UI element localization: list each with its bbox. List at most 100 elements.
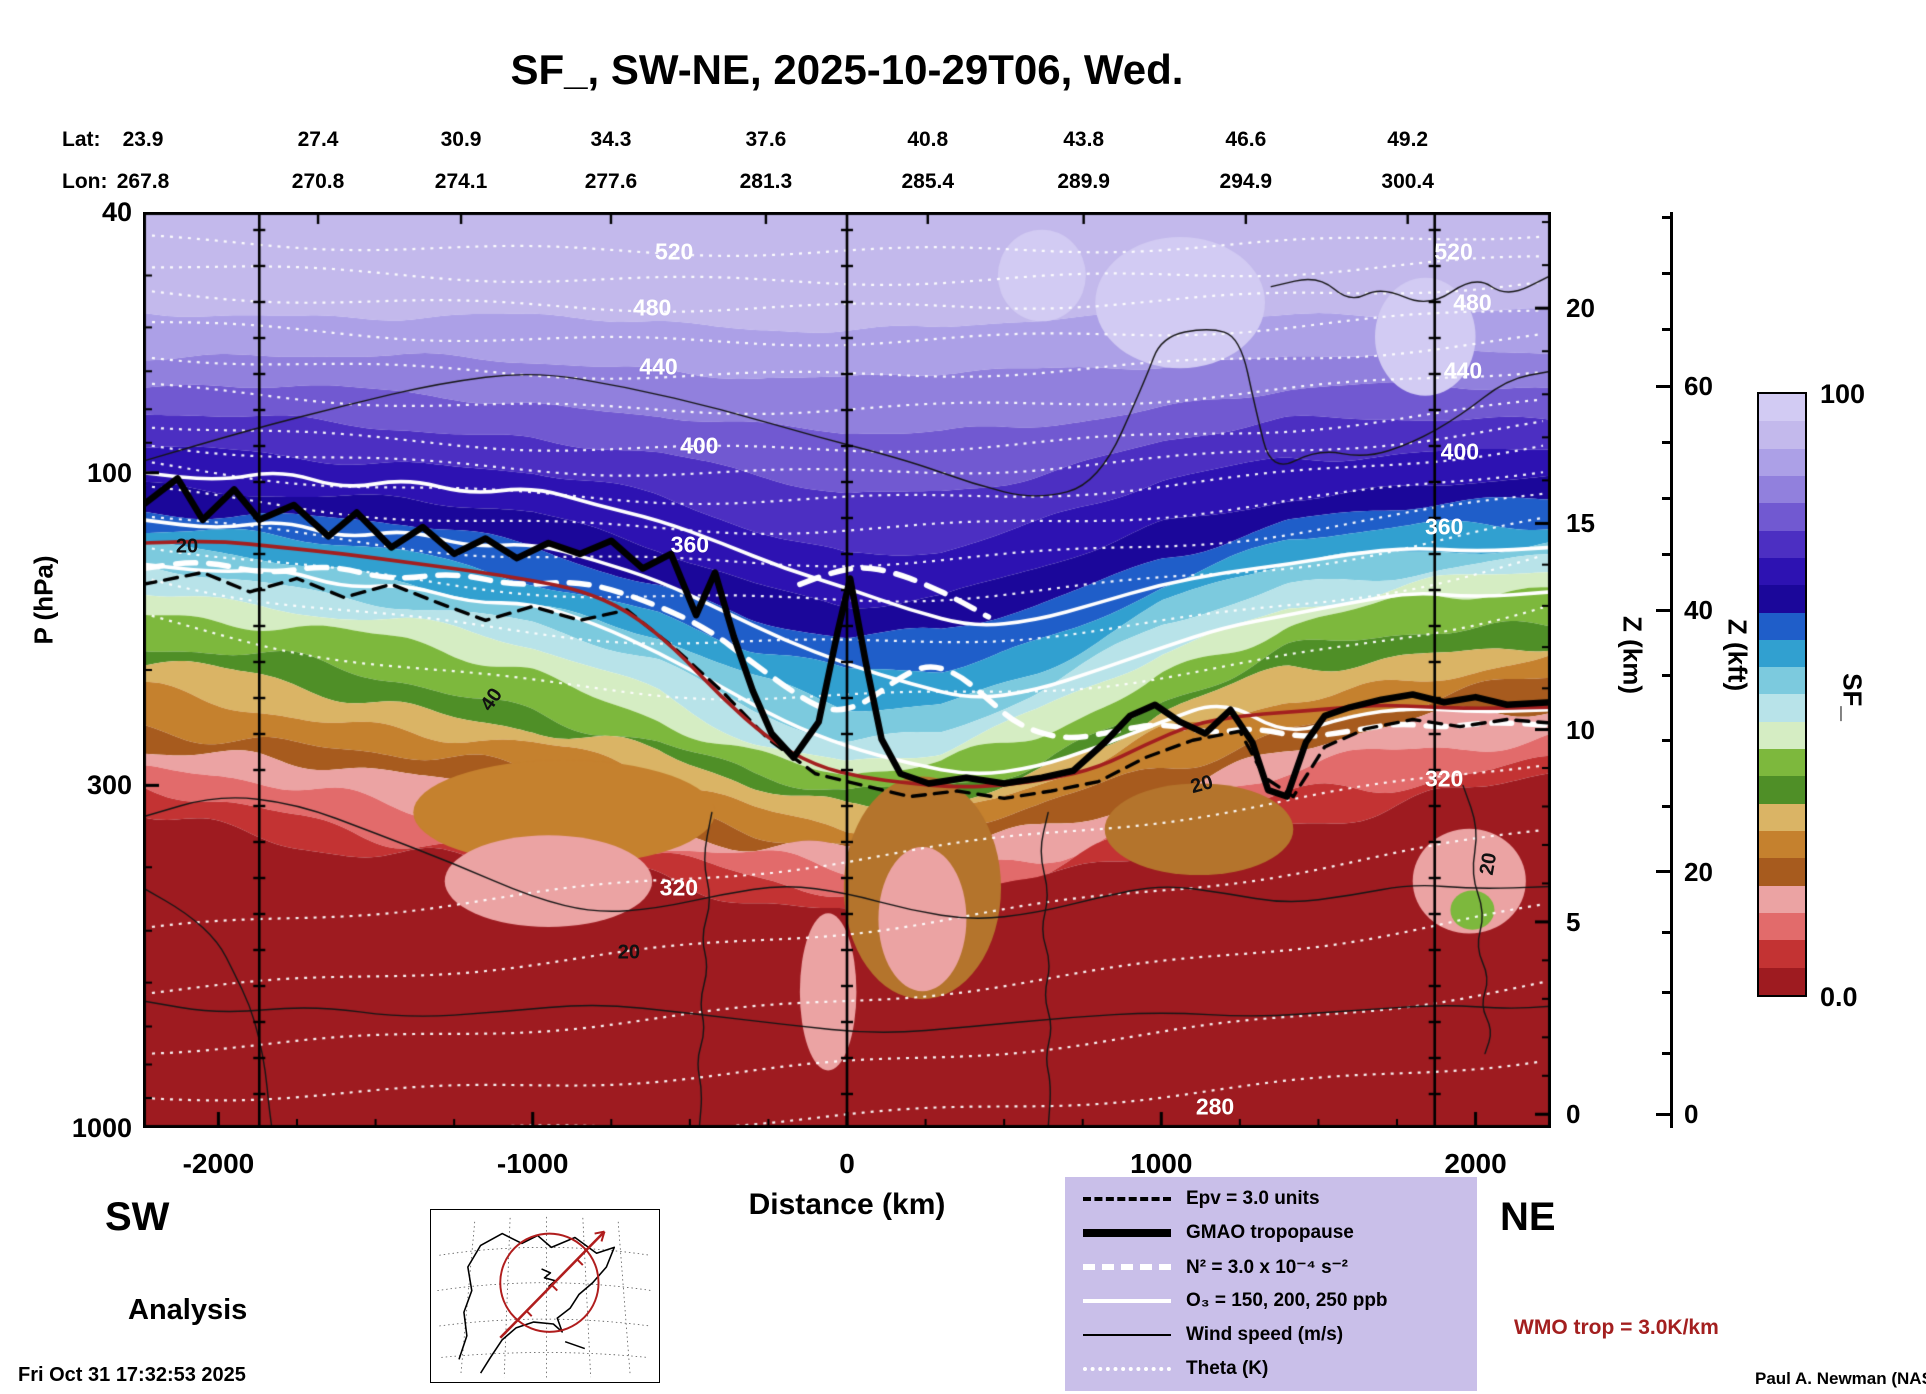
colorbar <box>1757 392 1807 997</box>
z-kft-tick <box>1662 552 1670 556</box>
lat-value: 23.9 <box>122 128 164 151</box>
colorbar-segment <box>1759 612 1805 640</box>
altitude-km-tick-label: 10 <box>1566 714 1595 745</box>
lat-value: 30.9 <box>440 128 482 151</box>
colorbar-segment <box>1759 530 1805 558</box>
altitude-km-tick-label: 5 <box>1566 906 1581 937</box>
z-kft-tick <box>1662 930 1670 934</box>
map-coastline <box>458 1232 616 1374</box>
z-kft-tick <box>1662 216 1670 220</box>
lon-value: 300.4 <box>1381 170 1434 193</box>
legend-item-label: Wind speed (m/s) <box>1186 1324 1344 1345</box>
altitude-kft-tick-label: 40 <box>1684 595 1713 626</box>
wind-contour-label: 20 <box>1475 850 1502 877</box>
z-kft-tick <box>1662 328 1670 332</box>
creation-timestamp: Fri Oct 31 17:32:53 2025 <box>18 1364 246 1386</box>
lat-value: 40.8 <box>907 128 949 151</box>
pressure-tick-label: 40 <box>101 197 132 227</box>
lat-value: 34.3 <box>590 128 632 151</box>
z-kft-tick <box>1662 1052 1670 1056</box>
colorbar-segment <box>1759 749 1805 777</box>
z-kft-tick <box>1662 272 1670 276</box>
z-kft-tick <box>1662 804 1670 808</box>
wind-contour-label: 20 <box>175 535 199 558</box>
colorbar-min-tick: 0.0 <box>1820 982 1858 1012</box>
white-solid-line-sample <box>1083 1299 1171 1303</box>
colorbar-title: SF_ <box>1837 673 1868 721</box>
legend-item-label: O₃ = 150, 200, 250 ppb <box>1186 1290 1388 1311</box>
altitude-kft-tick-label: 60 <box>1684 371 1713 402</box>
colorbar-segment <box>1759 912 1805 941</box>
page-title: SF_, SW-NE, 2025-10-29T06, Wed. <box>510 46 1184 93</box>
z-kft-tick <box>1656 870 1670 874</box>
wmo-tropopause-note: WMO trop = 3.0K/km <box>1514 1316 1719 1339</box>
z-kft-tick <box>1656 1112 1670 1116</box>
credit-label: Paul A. Newman (NASA <box>1755 1369 1926 1388</box>
altitude-kft-tick-label: 0 <box>1684 1099 1699 1130</box>
colorbar-segment <box>1759 885 1805 913</box>
colorbar-segment <box>1759 475 1805 504</box>
legend-item-label: GMAO tropopause <box>1186 1222 1354 1243</box>
lon-value: 281.3 <box>739 170 793 193</box>
ne-endpoint-label: NE <box>1500 1195 1556 1239</box>
z-kft-tick <box>1662 991 1670 995</box>
colorbar-segment <box>1759 394 1805 422</box>
legend-item-label: N² = 3.0 x 10⁻⁴ s⁻² <box>1186 1256 1349 1278</box>
altitude-km-tick-label: 0 <box>1566 1099 1581 1130</box>
theta-contour-label: 520 <box>1434 238 1473 265</box>
black-dashed-line-sample <box>1083 1197 1171 1201</box>
altitude-km-axis-label: Z (km) <box>1617 616 1648 694</box>
distance-tick-label: -1000 <box>496 1148 569 1179</box>
distance-tick-label: 0 <box>839 1148 855 1179</box>
distance-tick-label: 1000 <box>1130 1148 1193 1179</box>
lon-value: 274.1 <box>434 170 488 193</box>
colorbar-segment <box>1759 776 1805 804</box>
theta-contour-label: 440 <box>639 353 678 380</box>
lat-value: 27.4 <box>297 128 339 151</box>
legend-item: N² = 3.0 x 10⁻⁴ s⁻² <box>1065 1250 1477 1284</box>
altitude-kft-axis-label: Z (kft) <box>1722 618 1753 692</box>
lat-value: 49.2 <box>1387 128 1429 151</box>
legend: Epv = 3.0 units GMAO tropopause N² = 3.0 x… <box>1065 1177 1477 1391</box>
lon-value: 267.8 <box>116 170 170 193</box>
colorbar-segment <box>1759 694 1805 722</box>
z-kft-tick <box>1656 608 1670 612</box>
lon-value: 270.8 <box>291 170 345 193</box>
theta-contour-label: 320 <box>659 874 699 901</box>
legend-item: Wind speed (m/s) <box>1065 1318 1477 1352</box>
white-dashed-line-sample <box>1083 1264 1171 1270</box>
theta-contour-label: 360 <box>1424 513 1464 540</box>
black-thick-line-sample <box>1083 1229 1171 1237</box>
lat-value: 46.6 <box>1225 128 1267 151</box>
lon-value: 277.6 <box>584 170 638 193</box>
z-kft-tick <box>1662 496 1670 500</box>
theta-contour-label: 480 <box>632 294 672 321</box>
z-kft-tick <box>1662 440 1670 444</box>
lat-value: 37.6 <box>745 128 787 151</box>
colorbar-segment <box>1759 721 1805 750</box>
lon-value: 285.4 <box>901 170 955 193</box>
distance-tick-label: 2000 <box>1444 1148 1507 1179</box>
legend-item: Theta (K) <box>1065 1352 1477 1386</box>
black-thin-line-sample <box>1083 1334 1171 1336</box>
colorbar-segment <box>1759 557 1805 586</box>
lon-value: 294.9 <box>1219 170 1273 193</box>
map-inset <box>430 1209 660 1383</box>
lon-row-label: Lon: <box>62 170 108 193</box>
wind-contour-label: 20 <box>617 941 640 964</box>
colorbar-segment <box>1759 967 1805 995</box>
altitude-kft-tick-label: 20 <box>1684 856 1713 887</box>
z-kft-tick <box>1662 674 1670 678</box>
pressure-tick-label: 1000 <box>71 1113 132 1143</box>
theta-contour-label: 440 <box>1443 357 1483 384</box>
theta-contour-label: 520 <box>654 238 694 265</box>
z-kft-tick <box>1662 739 1670 743</box>
cross-section-path-icon <box>499 1230 606 1339</box>
colorbar-segment <box>1759 831 1805 859</box>
theta-contour-label: 400 <box>680 432 719 459</box>
colorbar-segment <box>1759 503 1805 531</box>
altitude-km-tick-label: 20 <box>1566 293 1595 324</box>
colorbar-segment <box>1759 940 1805 968</box>
theta-contour-label: 360 <box>670 531 710 558</box>
